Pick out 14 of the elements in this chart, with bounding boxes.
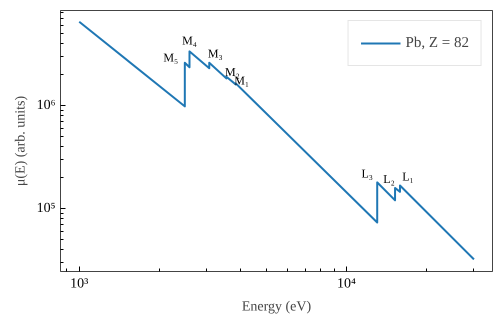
y-tick-label: 10⁵: [36, 200, 56, 216]
annotation: L₁: [402, 169, 414, 184]
x-tick-label: 10³: [70, 276, 88, 292]
annotation: L₂: [383, 172, 395, 186]
annotation: M₄: [182, 33, 197, 48]
annotation: M₅: [163, 50, 178, 65]
annotation: M₂: [224, 64, 240, 79]
y-axis-title: μ(E) (arb. units): [14, 96, 29, 186]
annotation: L₃: [361, 166, 373, 180]
y-tick-label: 10⁶: [36, 98, 56, 113]
annotation: M₃: [208, 46, 223, 61]
x-tick-label: 10⁴: [337, 276, 356, 292]
x-axis-title: Energy (eV): [242, 300, 312, 314]
legend-label: Pb, Z = 82: [406, 34, 469, 52]
